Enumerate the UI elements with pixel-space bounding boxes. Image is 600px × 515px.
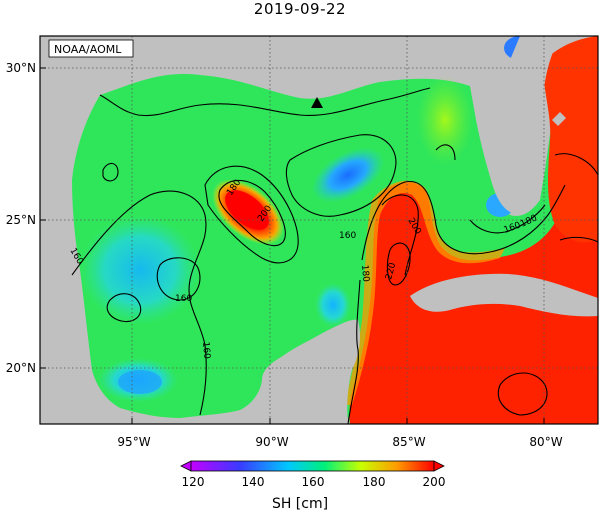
colorbar: 120 140 160 180 200 (180, 460, 446, 489)
contour-200-eddy (218, 179, 286, 247)
lon-label-85: 85°W (392, 435, 425, 449)
cold-eddy-south (315, 283, 351, 327)
contour-160-west (71, 190, 207, 416)
warm-caribbean (349, 36, 598, 424)
contour-160-central (285, 134, 397, 217)
florida-peninsula (476, 36, 560, 214)
blue-sw (118, 370, 162, 394)
contour-160-north (99, 87, 431, 117)
cuba-island (410, 273, 598, 317)
colorbar-low-arrow (180, 460, 192, 472)
yellow-north (417, 75, 473, 165)
contour-160-loop (469, 204, 546, 234)
colorbar-tick: 180 (363, 475, 386, 489)
colorbar-tick: 120 (182, 475, 205, 489)
colorbar-tick: 160 (302, 475, 325, 489)
bahamas (520, 152, 534, 168)
contour-sw-loop (106, 293, 142, 323)
warm-eddy-core (225, 190, 269, 230)
contour-160-west-loop (156, 257, 201, 301)
yucatan-land (262, 320, 360, 424)
lon-label-95: 95°W (117, 435, 150, 449)
map-title: 2019-09-22 (253, 0, 347, 18)
contour-180-loop-outer (347, 279, 361, 424)
contour-180-loop-edge (361, 180, 566, 261)
lon-label-90: 90°W (255, 435, 288, 449)
contour-label: 160 (200, 341, 211, 359)
lat-label-25: 25°N (6, 213, 36, 227)
atlantic-warm (543, 36, 598, 243)
contour-atlantic (554, 153, 598, 176)
colorbar-tick: 200 (423, 475, 446, 489)
lat-label-30: 30°N (6, 61, 36, 75)
hispaniola (588, 298, 598, 312)
lon-label-80: 80°W (529, 435, 562, 449)
contour-south-eddy (497, 372, 548, 416)
bahamas-2 (552, 112, 566, 126)
contour-east-north (435, 144, 456, 161)
credit-box (48, 39, 134, 58)
colorbar-high-arrow (433, 460, 445, 472)
station-triangle-icon (311, 97, 323, 108)
contour-small-north (102, 162, 119, 182)
colorbar-tick: 140 (242, 475, 265, 489)
contour-220-loop (386, 242, 411, 286)
contour-label: 180 (359, 264, 370, 282)
colorbar-label: SH [cm] (271, 496, 329, 512)
contour-180-eddy (204, 165, 299, 264)
contour-label: 160 (339, 231, 356, 241)
credit-label: NOAA/AOML (54, 43, 122, 56)
contour-label: 160 (175, 294, 192, 304)
colorbar-gradient (190, 460, 435, 472)
lat-label-20: 20°N (6, 361, 36, 375)
contour-atlantic-2 (559, 236, 598, 243)
cyan-west (80, 215, 200, 325)
map-frame (39, 35, 599, 425)
contour-label: 220 (384, 261, 398, 280)
cold-eddy-east (311, 147, 385, 203)
